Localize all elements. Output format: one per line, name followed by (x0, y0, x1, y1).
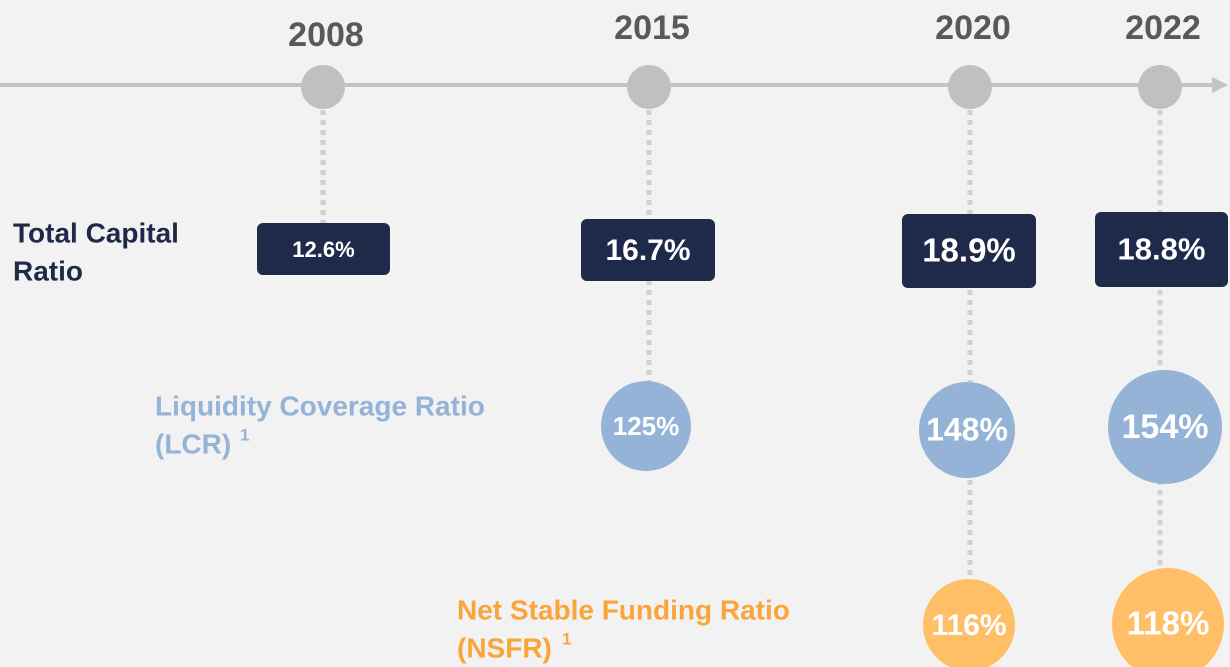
footnote-mark: 1 (240, 425, 249, 444)
row-label: Liquidity Coverage Ratio (155, 390, 485, 421)
value-label: 18.9% (922, 232, 1016, 269)
year-dot (1138, 65, 1182, 109)
row-label: Net Stable Funding Ratio (457, 594, 790, 625)
timeline-arrow (1212, 77, 1228, 93)
year-label: 2015 (614, 9, 690, 47)
value-box (1095, 212, 1228, 287)
value-circle (1112, 568, 1224, 667)
year-label: 2022 (1125, 9, 1201, 47)
value-circle (601, 381, 691, 471)
value-label: 18.8% (1118, 232, 1206, 267)
value-label: 116% (931, 609, 1006, 642)
value-label: 12.6% (292, 237, 354, 262)
row-label: (LCR) (155, 428, 231, 459)
value-label: 148% (926, 411, 1008, 447)
value-label: 125% (613, 411, 680, 441)
year-dot (301, 65, 345, 109)
value-box (581, 219, 715, 281)
value-circle (923, 579, 1015, 667)
value-label: 16.7% (605, 234, 690, 267)
value-label: 118% (1127, 605, 1210, 642)
row-label: Total Capital (13, 217, 179, 248)
value-box (257, 223, 390, 275)
footnote-mark: 1 (562, 629, 571, 648)
row-label: (NSFR) (457, 632, 552, 663)
year-dot (627, 65, 671, 109)
value-box (902, 214, 1036, 288)
year-dot (948, 65, 992, 109)
row-label: Ratio (13, 255, 83, 286)
year-label: 2008 (288, 16, 364, 54)
value-circle (919, 382, 1015, 478)
year-label: 2020 (935, 9, 1011, 47)
value-circle (1108, 370, 1222, 484)
value-label: 154% (1122, 408, 1209, 446)
